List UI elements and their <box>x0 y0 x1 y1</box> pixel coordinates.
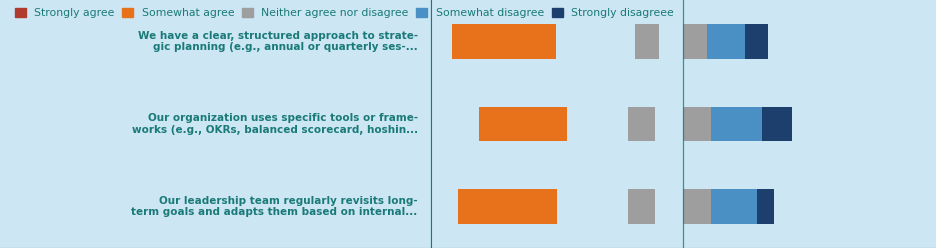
Text: We have a clear, structured approach to strate-
gic planning (e.g., annual or qu: We have a clear, structured approach to … <box>138 31 417 52</box>
Text: Our leadership team regularly revisits long-
term goals and adapts them based on: Our leadership team regularly revisits l… <box>131 196 417 217</box>
Bar <box>711 189 756 224</box>
Text: Our organization uses specific tools or frame-
works (e.g., OKRs, balanced score: Our organization uses specific tools or … <box>132 113 417 135</box>
Bar <box>478 107 567 141</box>
Bar <box>708 24 745 59</box>
Bar <box>511 107 539 141</box>
Bar <box>636 24 659 59</box>
Bar <box>756 189 774 224</box>
Bar <box>745 24 768 59</box>
Bar <box>628 107 655 141</box>
Bar <box>486 189 521 224</box>
Bar <box>711 107 762 141</box>
Bar <box>475 24 515 59</box>
Bar <box>683 189 711 224</box>
Bar <box>459 189 557 224</box>
Bar <box>628 189 655 224</box>
Bar <box>683 24 708 59</box>
Legend: Strongly agree, Somewhat agree, Neither agree nor disagree, Somewhat disagree, S: Strongly agree, Somewhat agree, Neither … <box>15 8 674 18</box>
Bar <box>683 107 711 141</box>
Bar <box>452 24 556 59</box>
Bar <box>762 107 792 141</box>
